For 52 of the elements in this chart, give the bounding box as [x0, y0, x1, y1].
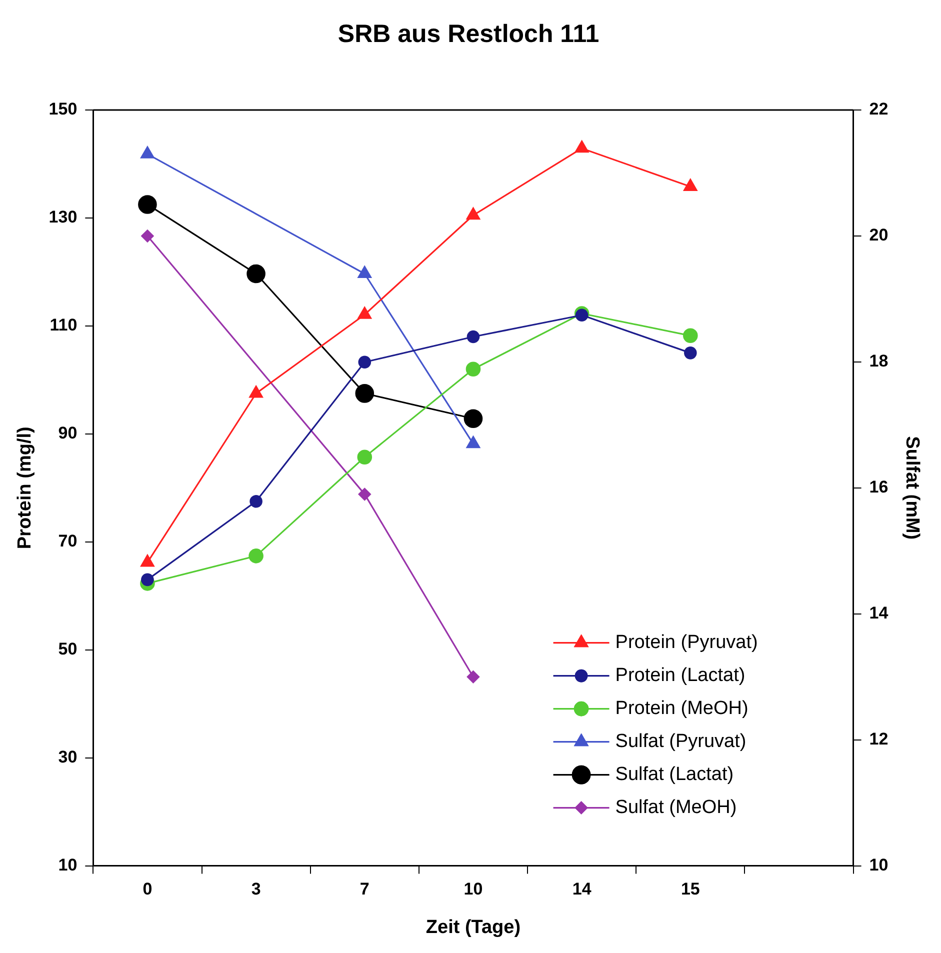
y-tick-label: 130 [48, 208, 78, 227]
point [141, 230, 154, 242]
point [138, 195, 157, 214]
point [466, 330, 480, 344]
point [683, 328, 698, 344]
x-tick-label: 0 [142, 880, 152, 899]
y-tick-label: 70 [58, 532, 78, 551]
point [358, 356, 372, 369]
y-axis-title: Protein (mg/l) [14, 426, 36, 550]
point [141, 573, 154, 586]
y-tick-label: 50 [58, 640, 78, 659]
legend-label: Protein (MeOH) [615, 698, 748, 720]
y2-tick-label: 14 [869, 604, 889, 623]
y2-tick-label: 10 [869, 855, 888, 874]
point [574, 140, 589, 153]
y2-tick-label: 22 [869, 100, 888, 119]
legend-label: Protein (Pyruvat) [615, 632, 758, 654]
point [248, 548, 264, 564]
y2-tick-label: 16 [869, 478, 888, 497]
point [357, 450, 372, 465]
point [684, 346, 697, 360]
y2-tick-label: 18 [869, 352, 888, 371]
chart-title: SRB aus Restloch 111 [338, 20, 600, 48]
point [355, 384, 374, 403]
legend-label: Sulfat (Lactat) [615, 764, 734, 786]
y2-axis-title: Sulfat (mM) [901, 436, 922, 540]
point [466, 207, 480, 220]
point [249, 386, 263, 398]
x-tick-label: 15 [680, 880, 700, 899]
legend-label: Sulfat (Pyruvat) [615, 731, 746, 752]
y-tick-label: 10 [58, 855, 78, 874]
y2-tick-label: 12 [869, 730, 888, 749]
point [358, 306, 372, 319]
legend-label: Sulfat (MeOH) [615, 797, 737, 818]
y-tick-label: 150 [48, 100, 78, 119]
x-tick-label: 3 [251, 880, 261, 899]
point [246, 264, 266, 284]
x-tick-label: 7 [360, 880, 370, 899]
x-tick-label: 14 [572, 880, 592, 899]
point [466, 362, 481, 377]
legend-label: Protein (Lactat) [615, 665, 746, 686]
y-tick-label: 90 [58, 424, 78, 443]
x-tick-label: 10 [464, 880, 483, 899]
y2-tick-label: 20 [869, 226, 888, 245]
point [358, 488, 371, 500]
point [464, 409, 483, 428]
y-tick-label: 110 [50, 316, 78, 335]
y-tick-label: 30 [58, 748, 78, 767]
point [250, 494, 262, 508]
x-axis-title: Zeit (Tage) [426, 916, 521, 938]
point [684, 178, 698, 191]
point [466, 670, 480, 684]
